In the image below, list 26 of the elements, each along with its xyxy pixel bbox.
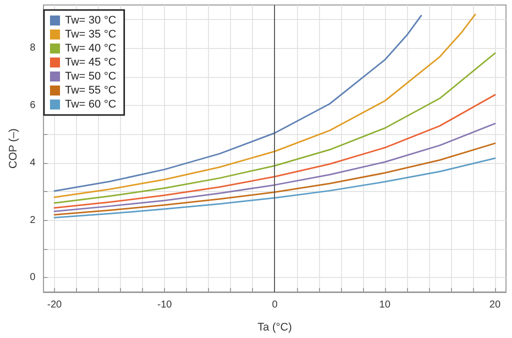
line-series [54, 158, 496, 218]
y-tick-label: 4 [30, 157, 36, 168]
y-tick-label: 0 [30, 272, 36, 284]
x-tick-label: 10 [379, 300, 391, 310]
x-tick-label: 0 [272, 300, 278, 310]
line-series [54, 14, 422, 192]
legend-label: Tw= 45 °C [65, 56, 116, 68]
line-series [54, 52, 496, 204]
x-tick-label: -10 [157, 300, 172, 310]
y-tick-label: 2 [30, 214, 36, 226]
legend-label: Tw= 60 °C [65, 98, 116, 110]
legend-label: Tw= 35 °C [65, 28, 116, 40]
x-tick-label: 20 [489, 300, 501, 310]
line-series [54, 122, 496, 212]
y-tick-label: 8 [30, 42, 36, 54]
x-axis-title: Ta (°C) [258, 322, 292, 334]
legend-label: Tw= 50 °C [65, 70, 116, 82]
line-series [54, 14, 476, 198]
y-tick-label: 6 [30, 100, 36, 111]
x-tick-label: -20 [47, 300, 62, 310]
legend-label: Tw= 55 °C [65, 84, 116, 96]
y-axis-title: COP (–) [8, 128, 20, 169]
legend-label: Tw= 40 °C [65, 42, 116, 54]
line-series [54, 94, 496, 209]
legend-label: Tw= 30 °C [65, 14, 116, 26]
line-series [54, 142, 496, 216]
